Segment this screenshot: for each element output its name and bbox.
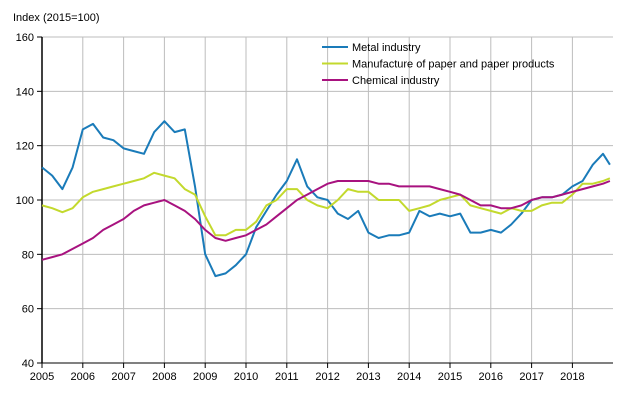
series-line-0 <box>41 120 611 278</box>
x-tick-label: 2007 <box>111 371 135 383</box>
y-tick-label: 120 <box>16 141 34 153</box>
x-tick-label: 2006 <box>71 371 95 383</box>
y-tick-label: 160 <box>16 32 34 44</box>
legend-label: Chemical industry <box>352 75 440 87</box>
x-tick-label: 2008 <box>152 371 176 383</box>
x-tick-label: 2014 <box>397 371 421 383</box>
axes: 40 60 80 100 120 140 160 2005 2006 2007 2008 2009 20… <box>16 32 613 383</box>
legend-label: Manufacture of paper and paper products <box>352 59 555 71</box>
legend: Metal industry Manufacture of paper and p… <box>322 42 555 87</box>
series-line-1 <box>41 171 611 237</box>
legend-label: Metal industry <box>352 42 421 54</box>
y-tick-label: 40 <box>22 358 34 370</box>
x-tick-label: 2011 <box>275 371 299 383</box>
y-tick-label: 100 <box>16 195 34 207</box>
y-axis-label: Index (2015=100) <box>13 12 100 24</box>
x-tick-label: 2018 <box>560 371 584 383</box>
x-tick-label: 2015 <box>438 371 462 383</box>
y-tick-label: 80 <box>22 249 34 261</box>
x-tick-label: 2017 <box>519 371 543 383</box>
series-lines <box>41 120 611 278</box>
x-tick-label: 2016 <box>479 371 503 383</box>
x-tick-label: 2013 <box>356 371 380 383</box>
x-tick-label: 2010 <box>234 371 258 383</box>
x-tick-label: 2005 <box>30 371 54 383</box>
series-line-2 <box>41 180 611 261</box>
y-tick-label: 60 <box>22 304 34 316</box>
x-tick-label: 2012 <box>315 371 339 383</box>
x-tick-label: 2009 <box>193 371 217 383</box>
y-tick-label: 140 <box>16 86 34 98</box>
